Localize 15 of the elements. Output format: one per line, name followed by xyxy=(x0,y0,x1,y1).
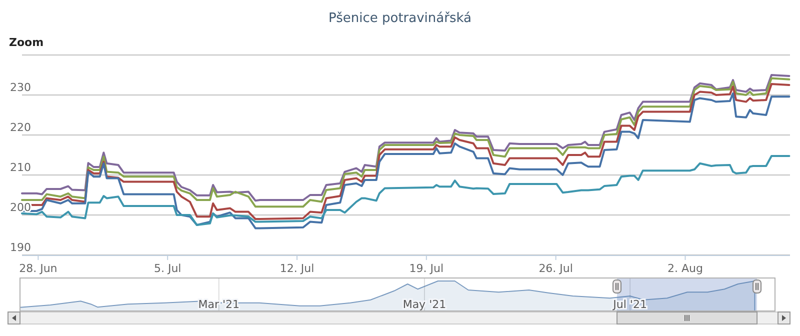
y-tick-label: 220 xyxy=(10,121,31,134)
x-tick-label: 5. Jul xyxy=(154,262,182,275)
chart-title: Pšenice potravinářská xyxy=(328,11,472,26)
x-tick-label: 19. Jul xyxy=(409,262,444,275)
x-tick-label: Jul '21 xyxy=(612,298,647,311)
text: Zoom xyxy=(9,36,44,49)
y-tick-label: 230 xyxy=(10,81,31,94)
x-tick-label: 28. Jun xyxy=(19,262,58,275)
x-tick-label: 26. Jul xyxy=(538,262,573,275)
x-tick-label: 2. Aug xyxy=(667,262,703,275)
x-tick-label: 12. Jul xyxy=(280,262,314,275)
y-tick-label: 190 xyxy=(10,241,31,254)
x-tick-label: May '21 xyxy=(402,298,446,311)
y-tick-label: 200 xyxy=(10,201,31,214)
y-tick-label: 210 xyxy=(10,161,31,174)
